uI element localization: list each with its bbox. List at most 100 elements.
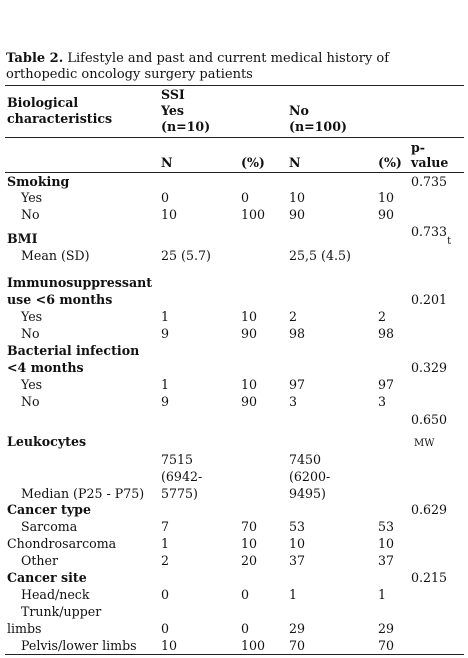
header-no-n: (n=100) [289, 119, 347, 134]
bmi-label: BMI [7, 231, 38, 246]
bact-yes-pct2: 97 [378, 377, 395, 392]
trunk-n2: 29 [289, 621, 306, 636]
pelvis-n1: 10 [161, 638, 178, 653]
smoking-label: Smoking [7, 174, 70, 189]
immuno-yes-pct1: 10 [241, 309, 258, 324]
other-label: Other [21, 553, 58, 568]
smoking-yes-label: Yes [21, 190, 43, 205]
head-neck-label: Head/neck [21, 587, 90, 602]
cancer-site-label: Cancer site [7, 570, 87, 585]
trunk-label-line2: limbs [7, 621, 42, 636]
leuko-median-label: Median (P25 - P75) [21, 486, 145, 501]
trunk-pct2: 29 [378, 621, 395, 636]
head-neck-n1: 0 [161, 587, 170, 602]
header-pct2: (%) [378, 155, 402, 170]
bottom-rule [5, 654, 464, 655]
other-n1: 2 [161, 553, 170, 568]
top-rule [5, 85, 464, 86]
immuno-yes-pct2: 2 [378, 309, 387, 324]
header-p-line2: value [411, 155, 449, 170]
cancer-type-label: Cancer type [7, 502, 91, 517]
cancer-site-p: 0.215 [411, 570, 448, 585]
caption-text: Lifestyle and past and current medical h… [6, 51, 390, 82]
smoking-no-n2: 90 [289, 207, 306, 222]
head-neck-n2: 1 [289, 587, 298, 602]
chondro-pct1: 10 [241, 536, 258, 551]
bmi-p-value: 0.733 [411, 224, 448, 239]
leuko-label: Leukocytes [7, 434, 87, 449]
bact-label-line1: Bacterial infection [7, 343, 140, 358]
pelvis-pct2: 70 [378, 638, 395, 653]
sarcoma-n2: 53 [289, 519, 306, 534]
caption-label: Table 2. [6, 51, 64, 66]
chondro-n2: 10 [289, 536, 306, 551]
header-p-line1: p- [411, 140, 426, 155]
bact-yes-n1: 1 [161, 377, 170, 392]
header-col0-line2: characteristics [7, 111, 113, 126]
leuko-n2-line2: (6200- [289, 469, 331, 484]
trunk-label-line1: Trunk/upper [21, 604, 102, 619]
sarcoma-pct2: 53 [378, 519, 395, 534]
chondro-n1: 1 [161, 536, 170, 551]
bact-no-label: No [21, 394, 40, 409]
bact-yes-pct1: 10 [241, 377, 258, 392]
smoking-p: 0.735 [411, 174, 448, 189]
trunk-pct1: 0 [241, 621, 250, 636]
bact-no-pct2: 3 [378, 394, 387, 409]
bmi-mean-label: Mean (SD) [21, 248, 90, 263]
leuko-n1-line1: 7515 [161, 452, 194, 467]
smoking-yes-pct2: 10 [378, 190, 395, 205]
header-no: No [289, 103, 309, 118]
pelvis-pct1: 100 [241, 638, 266, 653]
leuko-n1-line3: 5775) [161, 486, 198, 501]
header-rule [5, 137, 464, 138]
cancer-type-p: 0.629 [411, 502, 448, 517]
header-ssi: SSI [161, 87, 185, 102]
smoking-yes-pct1: 0 [241, 190, 250, 205]
smoking-yes-n2: 10 [289, 190, 306, 205]
other-pct1: 20 [241, 553, 258, 568]
immuno-yes-n1: 1 [161, 309, 170, 324]
bmi-mean-n1: 25 (5.7) [161, 248, 211, 263]
immuno-p: 0.201 [411, 292, 448, 307]
chondro-pct2: 10 [378, 536, 395, 551]
immuno-yes-label: Yes [21, 309, 43, 324]
bmi-mean-n2: 25,5 (4.5) [289, 248, 351, 263]
sarcoma-label: Sarcoma [21, 519, 78, 534]
immuno-no-pct2: 98 [378, 326, 395, 341]
bmi-p-sub: t [447, 235, 452, 247]
smoking-yes-n1: 0 [161, 190, 170, 205]
smoking-no-pct1: 100 [241, 207, 266, 222]
leuko-n2-line3: 9495) [289, 486, 326, 501]
immuno-label-line2: use <6 months [7, 292, 113, 307]
immuno-no-label: No [21, 326, 40, 341]
sarcoma-pct1: 70 [241, 519, 258, 534]
bact-label-line2: <4 months [7, 360, 84, 375]
header-yes-n: (n=10) [161, 119, 211, 134]
head-neck-pct2: 1 [378, 587, 387, 602]
pelvis-n2: 70 [289, 638, 306, 653]
bact-no-pct1: 90 [241, 394, 258, 409]
immuno-yes-n2: 2 [289, 309, 298, 324]
other-n2: 37 [289, 553, 306, 568]
head-neck-pct1: 0 [241, 587, 250, 602]
bact-no-n2: 3 [289, 394, 298, 409]
bact-p: 0.329 [411, 360, 448, 375]
immuno-no-pct1: 90 [241, 326, 258, 341]
trunk-n1: 0 [161, 621, 170, 636]
bmi-p: 0.733t [411, 224, 452, 247]
immuno-no-n2: 98 [289, 326, 306, 341]
immuno-label-line1: Immunosuppressant [7, 275, 153, 290]
pelvis-label: Pelvis/lower limbs [21, 638, 137, 653]
header-col0-line1: Biological [7, 95, 79, 110]
other-pct2: 37 [378, 553, 395, 568]
smoking-no-n1: 10 [161, 207, 178, 222]
bact-no-n1: 9 [161, 394, 170, 409]
smoking-no-label: No [21, 207, 40, 222]
leuko-p-note: MW [414, 438, 435, 449]
bact-yes-n2: 97 [289, 377, 306, 392]
subheader-rule [5, 172, 464, 173]
immuno-no-n1: 9 [161, 326, 170, 341]
leuko-n2-line1: 7450 [289, 452, 322, 467]
header-n2: N [289, 155, 301, 170]
